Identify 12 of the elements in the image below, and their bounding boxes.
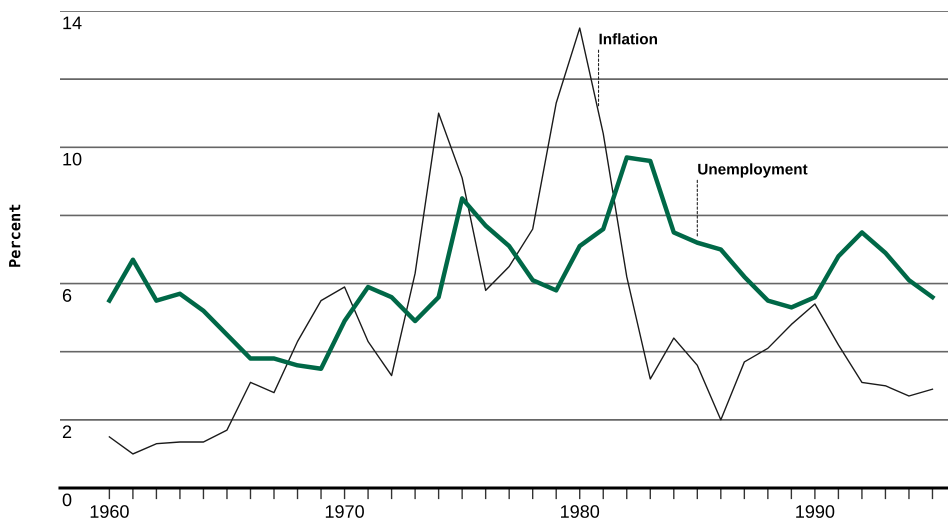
x-tick-label: 1980	[561, 505, 600, 518]
y-tick-label: 10	[63, 152, 82, 166]
y-tick-label: 0	[62, 493, 72, 506]
series-label: Inflation	[600, 33, 657, 44]
y-tick-label: 6	[62, 289, 72, 302]
x-tick-label: 1970	[326, 505, 364, 518]
y-tick-label: 2	[62, 425, 72, 438]
text: Unemployment	[698, 163, 808, 178]
y-tick-label: 14	[63, 16, 82, 30]
x-tick-label: 1990	[796, 505, 834, 518]
y-axis-title: Percent	[9, 204, 20, 267]
x-tick-label: 1960	[90, 505, 129, 518]
